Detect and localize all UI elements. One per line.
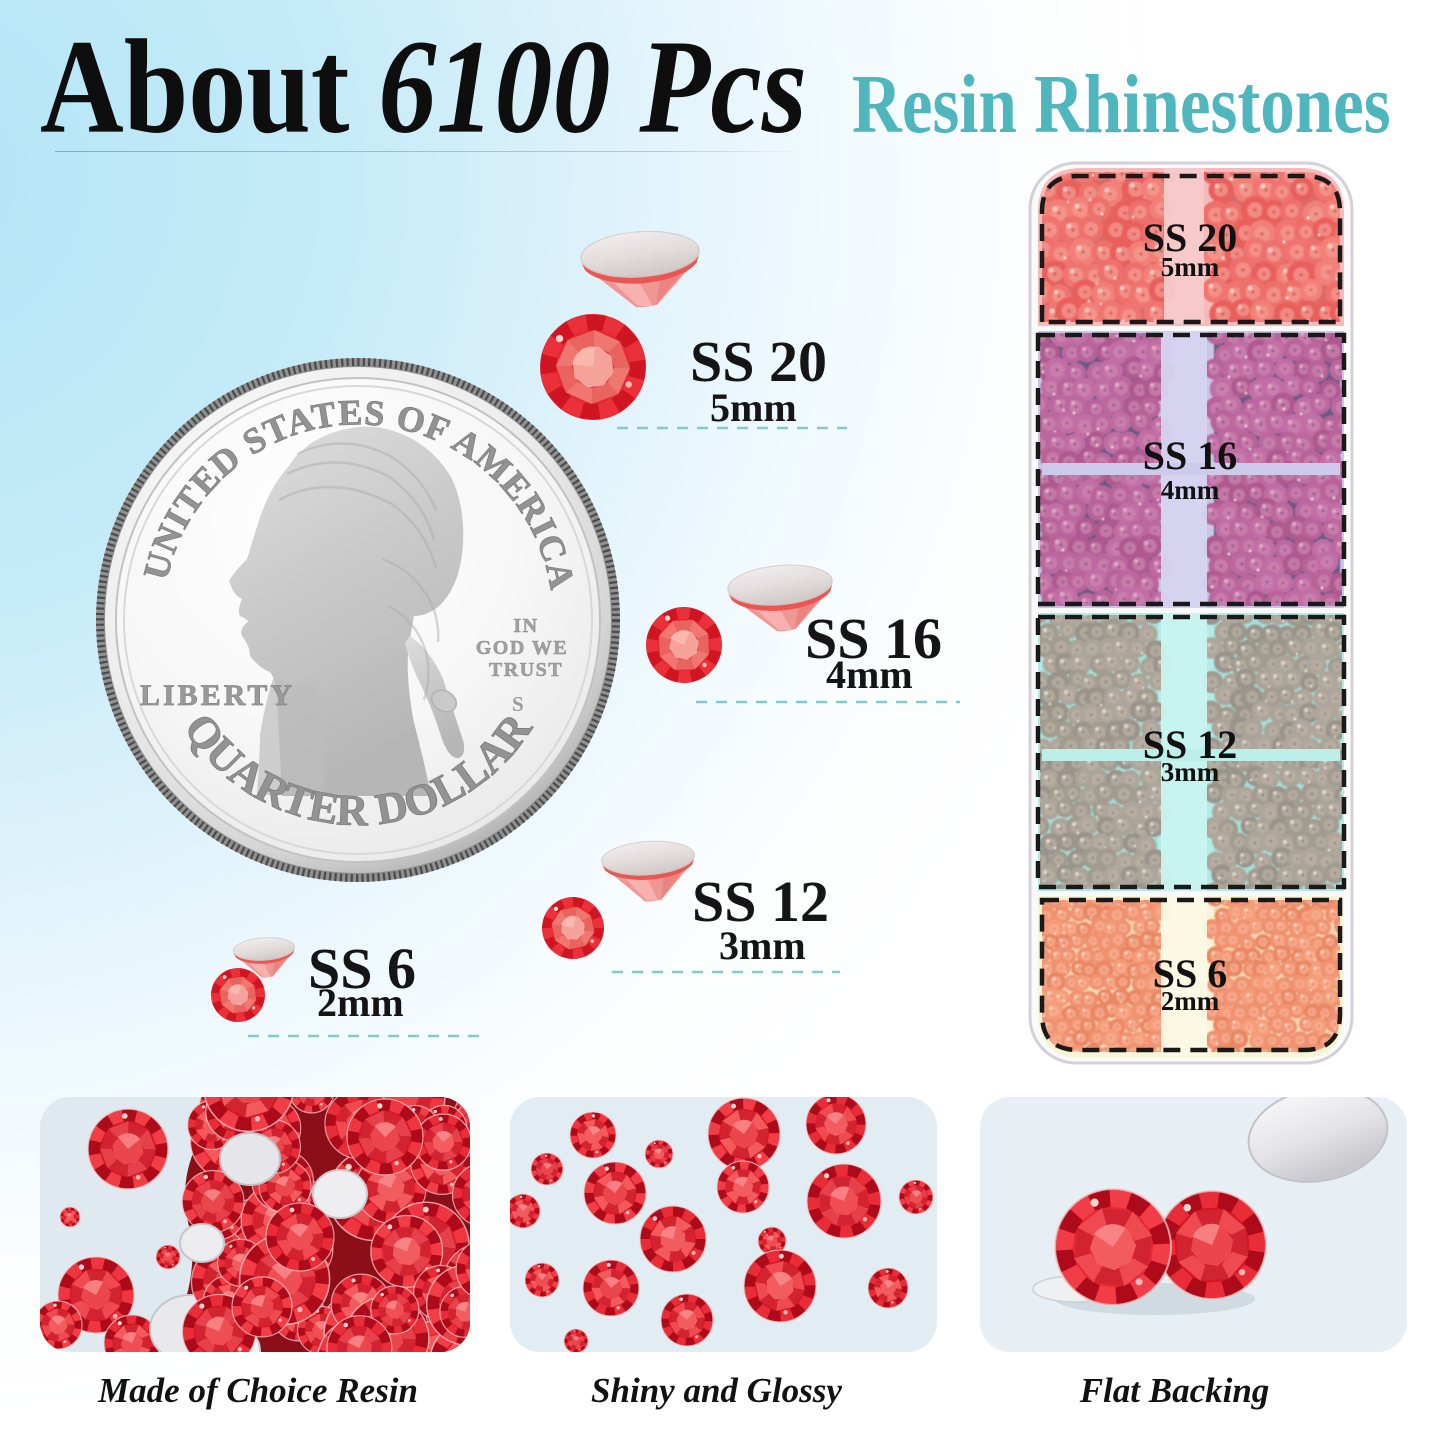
svg-text:IN: IN xyxy=(513,615,538,637)
svg-text:GOD WE: GOD WE xyxy=(476,637,569,659)
svg-text:TRUST: TRUST xyxy=(489,659,563,681)
svg-text:2mm: 2mm xyxy=(1161,986,1220,1016)
svg-text:LIBERTY: LIBERTY xyxy=(140,679,295,712)
svg-text:SS 6: SS 6 xyxy=(1153,951,1228,996)
svg-text:SS 16: SS 16 xyxy=(1143,433,1238,478)
svg-text:S: S xyxy=(512,692,524,716)
svg-text:4mm: 4mm xyxy=(1161,475,1220,505)
svg-text:5mm: 5mm xyxy=(1161,252,1220,282)
svg-text:SS 12: SS 12 xyxy=(1143,722,1238,767)
svg-text:SS 20: SS 20 xyxy=(1143,215,1238,260)
svg-text:3mm: 3mm xyxy=(1161,757,1220,787)
